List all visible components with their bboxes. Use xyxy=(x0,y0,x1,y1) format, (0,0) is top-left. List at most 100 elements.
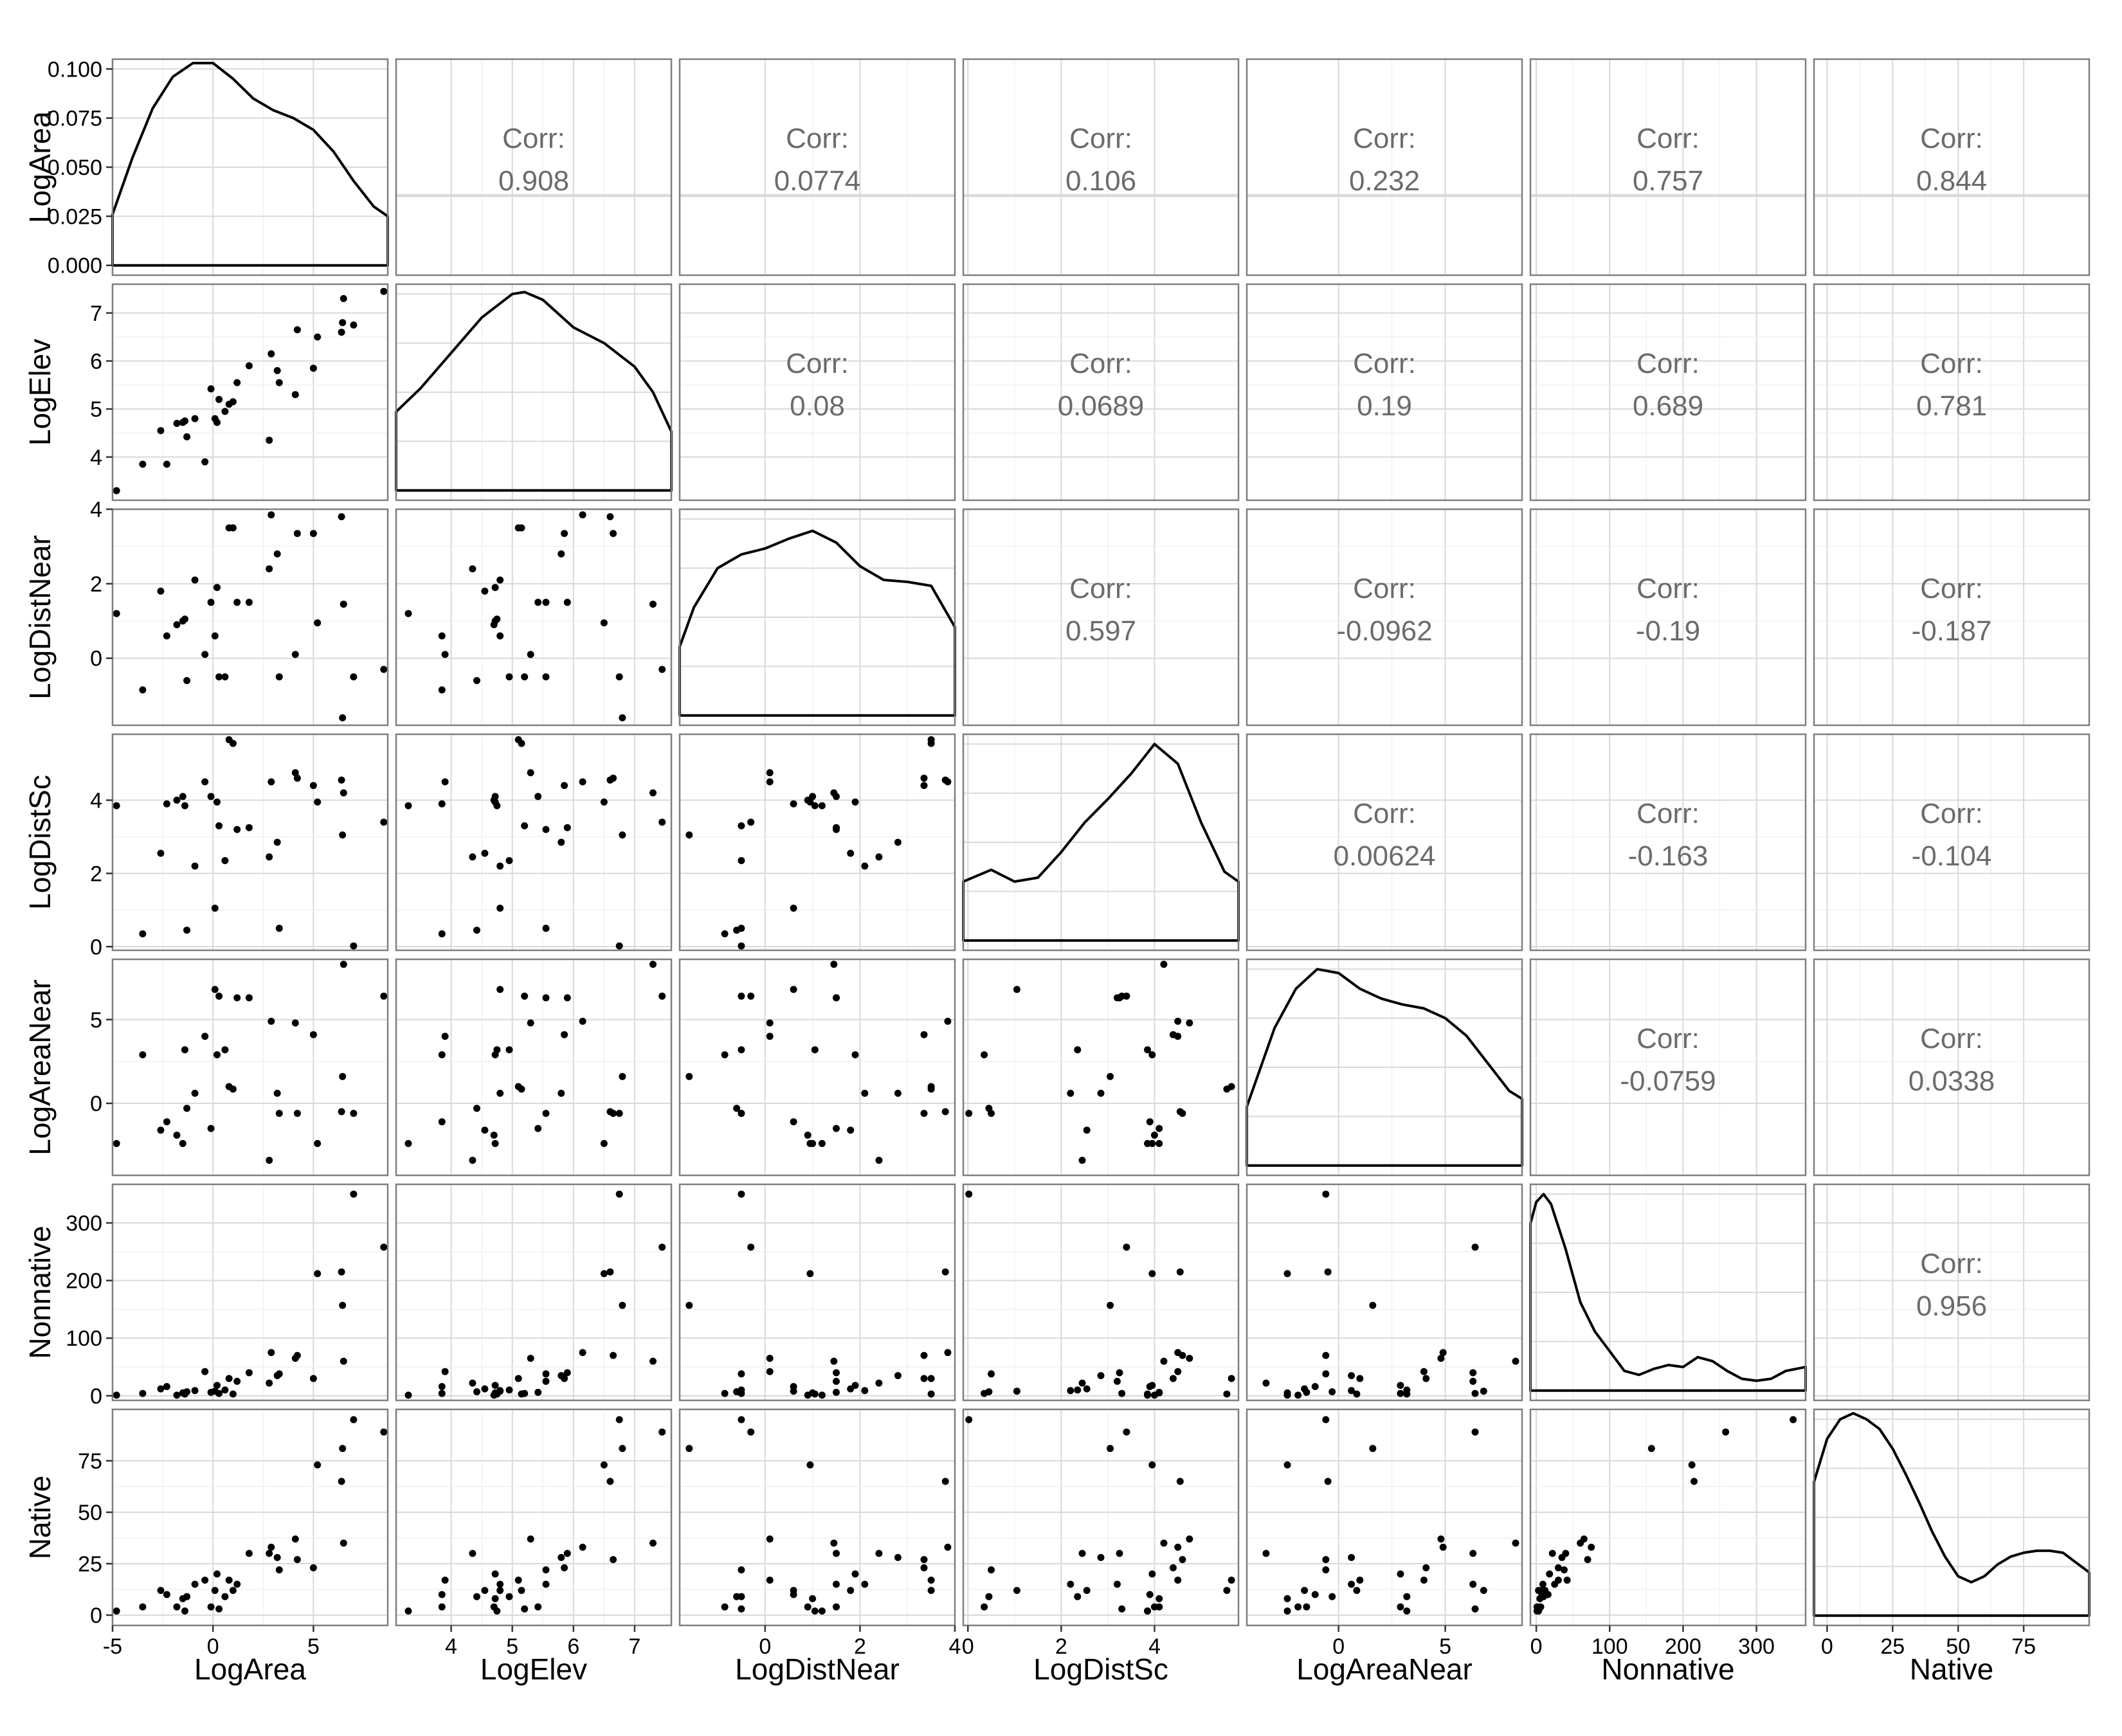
point xyxy=(534,1389,542,1396)
point xyxy=(496,1587,504,1595)
point xyxy=(920,1031,928,1038)
point xyxy=(438,632,446,640)
point xyxy=(1013,986,1020,993)
point xyxy=(1097,1089,1105,1097)
panel-frame xyxy=(1529,58,1807,276)
panel-frame xyxy=(678,1408,956,1627)
point xyxy=(1294,1391,1302,1399)
panel-LogElev-Nonnative: Corr: 0.689 xyxy=(1529,283,1807,502)
point xyxy=(438,1051,446,1058)
point xyxy=(1074,1386,1082,1394)
point xyxy=(1113,1377,1121,1385)
panel-Nonnative-LogDistNear xyxy=(678,1183,956,1402)
y-tick-label: 0.025 xyxy=(48,204,102,229)
point xyxy=(1146,1118,1154,1126)
point xyxy=(340,789,347,797)
corr-label: Corr: xyxy=(1920,1248,1983,1279)
point xyxy=(496,632,504,640)
x-tick-label: 0 xyxy=(759,1634,771,1659)
point xyxy=(1078,1157,1086,1164)
point xyxy=(163,1591,170,1598)
axes: 0.100 0.075 0.050 0.025 0.000 LogArea 4 5 6 7 LogE… xyxy=(23,57,2036,1686)
point xyxy=(941,776,949,784)
point xyxy=(927,1085,935,1093)
point xyxy=(1160,1357,1168,1365)
point xyxy=(339,831,347,839)
point xyxy=(738,992,745,1000)
point xyxy=(179,793,186,800)
panel-LogDistNear-LogElev xyxy=(395,508,673,727)
point xyxy=(1223,1587,1231,1595)
point xyxy=(340,294,347,302)
point xyxy=(1262,1550,1270,1557)
point xyxy=(139,1051,147,1058)
point xyxy=(534,599,542,606)
corr-label: Corr: xyxy=(786,123,849,154)
point xyxy=(211,1587,219,1595)
point xyxy=(1322,1370,1330,1378)
point xyxy=(221,857,229,864)
point xyxy=(514,1375,522,1382)
point xyxy=(268,1543,275,1551)
panel-Nonnative-Nonnative xyxy=(1529,1183,1807,1402)
panel-frame xyxy=(1529,958,1807,1177)
panel-LogArea-LogElev: Corr: 0.908 xyxy=(395,58,673,276)
point xyxy=(229,1085,237,1093)
point xyxy=(1097,1553,1105,1561)
point xyxy=(1160,1539,1168,1547)
panel-frame xyxy=(111,958,389,1177)
corr-label: Corr: xyxy=(1069,123,1132,154)
point xyxy=(113,610,120,617)
point xyxy=(213,1570,221,1578)
point xyxy=(233,1580,241,1588)
point xyxy=(833,1377,840,1385)
panel-Nonnative-Native: Corr: 0.956 xyxy=(1813,1183,2090,1402)
y-tick-label: 4 xyxy=(90,789,102,813)
point xyxy=(438,1603,446,1611)
point xyxy=(738,925,745,932)
point xyxy=(338,776,345,784)
point xyxy=(207,385,215,393)
panel-Native-LogDistNear xyxy=(678,1408,956,1627)
point xyxy=(790,1388,797,1395)
corr-value: 0.19 xyxy=(1357,390,1412,422)
panel-Nonnative-LogAreaNear xyxy=(1246,1183,1523,1402)
point xyxy=(818,1607,826,1615)
point xyxy=(721,1603,729,1611)
point xyxy=(847,849,855,857)
panel-frame xyxy=(678,508,956,727)
point xyxy=(1148,1570,1156,1578)
point xyxy=(527,1535,534,1543)
point xyxy=(1469,1550,1477,1557)
point xyxy=(579,1349,586,1357)
point xyxy=(339,1072,347,1080)
point xyxy=(738,857,745,864)
point xyxy=(600,619,608,627)
point xyxy=(833,1369,840,1377)
point xyxy=(1156,1125,1163,1132)
panel-Native-LogDistSc xyxy=(962,1408,1240,1627)
point xyxy=(806,1461,814,1469)
point xyxy=(496,1089,504,1097)
point xyxy=(527,651,534,658)
point xyxy=(233,826,241,833)
point xyxy=(275,1370,283,1378)
point xyxy=(213,1382,221,1389)
point xyxy=(1311,1591,1319,1598)
point xyxy=(833,1580,840,1588)
point xyxy=(1107,1445,1114,1452)
panel-frame xyxy=(1529,508,1807,727)
y-tick-label: 7 xyxy=(90,302,102,326)
point xyxy=(139,460,147,468)
point xyxy=(833,824,840,831)
point xyxy=(830,1357,838,1365)
point xyxy=(1480,1587,1487,1595)
point xyxy=(833,1125,840,1132)
point xyxy=(521,673,529,681)
point xyxy=(1083,1385,1091,1393)
corr-value: 0.232 xyxy=(1349,165,1420,197)
point xyxy=(491,1570,499,1578)
point xyxy=(441,1577,449,1584)
panel-LogArea-LogAreaNear: Corr: 0.232 xyxy=(1246,58,1523,276)
panel-LogDistSc-LogArea xyxy=(111,733,389,952)
